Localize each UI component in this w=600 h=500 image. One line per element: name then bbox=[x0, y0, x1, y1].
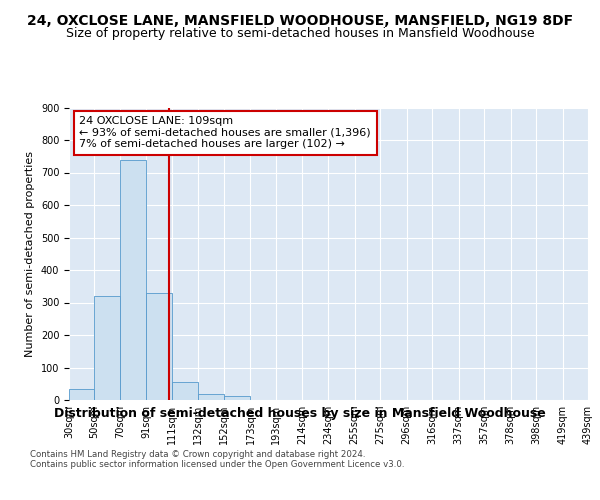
Y-axis label: Number of semi-detached properties: Number of semi-detached properties bbox=[25, 151, 35, 357]
Bar bbox=[199, 394, 224, 400]
Text: 24 OXCLOSE LANE: 109sqm
← 93% of semi-detached houses are smaller (1,396)
7% of : 24 OXCLOSE LANE: 109sqm ← 93% of semi-de… bbox=[79, 116, 371, 150]
Text: Distribution of semi-detached houses by size in Mansfield Woodhouse: Distribution of semi-detached houses by … bbox=[54, 408, 546, 420]
Text: Contains HM Land Registry data © Crown copyright and database right 2024.
Contai: Contains HM Land Registry data © Crown c… bbox=[30, 450, 404, 469]
Text: Size of property relative to semi-detached houses in Mansfield Woodhouse: Size of property relative to semi-detach… bbox=[65, 28, 535, 40]
Bar bbox=[172, 382, 199, 400]
Bar bbox=[69, 388, 94, 400]
Bar bbox=[224, 396, 250, 400]
Bar bbox=[120, 160, 146, 400]
Bar bbox=[146, 292, 172, 400]
Bar bbox=[94, 296, 120, 400]
Text: 24, OXCLOSE LANE, MANSFIELD WOODHOUSE, MANSFIELD, NG19 8DF: 24, OXCLOSE LANE, MANSFIELD WOODHOUSE, M… bbox=[27, 14, 573, 28]
